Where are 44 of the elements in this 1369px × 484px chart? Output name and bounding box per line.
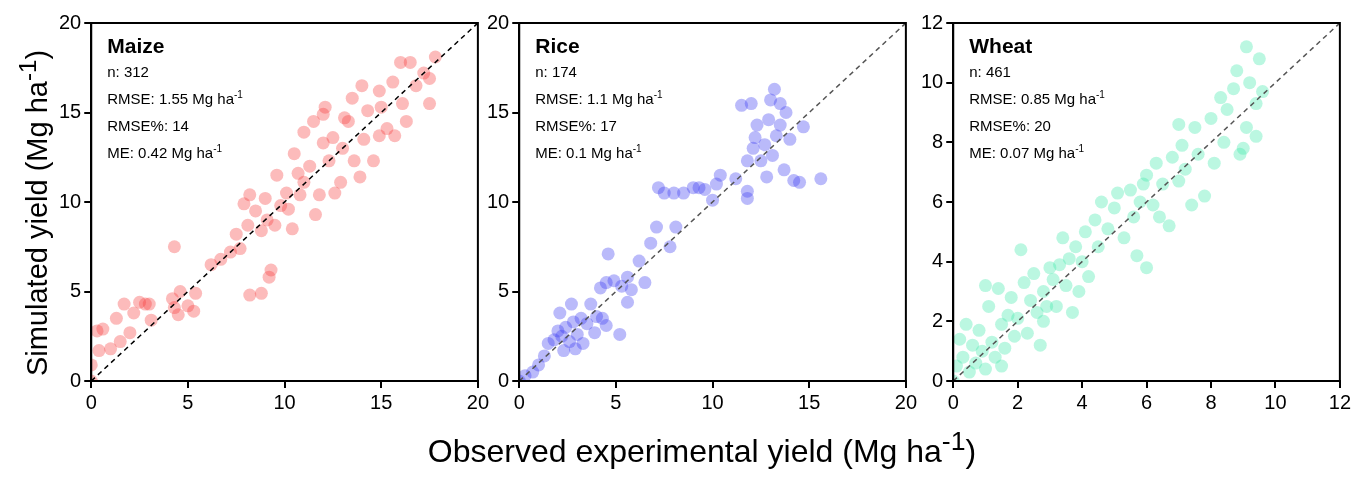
y-tick-label: 12 (921, 10, 944, 33)
x-tick-label: 15 (370, 390, 393, 413)
x-tick-label: 20 (894, 390, 917, 413)
y-tick-label: 5 (498, 279, 510, 302)
y-tick-label: 0 (932, 368, 944, 391)
y-tick-label: 4 (932, 249, 944, 272)
x-tick-label: 12 (1328, 390, 1351, 413)
x-tick-label: 20 (466, 390, 489, 413)
y-tick-label: 10 (59, 189, 82, 212)
y-tick-label: 20 (487, 10, 510, 33)
annotation: n: 461 (969, 63, 1011, 80)
y-tick-label: 20 (59, 10, 82, 33)
x-tick-label: 10 (273, 390, 296, 413)
y-tick-label: 5 (70, 279, 82, 302)
text: Rice (535, 34, 580, 57)
y-tick-label: 0 (498, 368, 510, 391)
text: Maize (107, 34, 165, 57)
y-tick-label: 15 (59, 100, 82, 123)
y-tick-label: 0 (70, 368, 82, 391)
x-tick-label: 0 (947, 390, 959, 413)
annotation: RMSE%: 14 (107, 117, 189, 134)
annotation: RMSE%: 20 (969, 117, 1051, 134)
x-axis-title: Observed experimental yield (Mg ha$^{-1}$) (427, 426, 977, 470)
x-tick-label: 8 (1205, 390, 1217, 413)
annotation: RMSE%: 17 (535, 117, 617, 134)
y-tick-label: 2 (932, 308, 944, 331)
y-tick-label: 10 (921, 70, 944, 93)
x-tick-label: 15 (798, 390, 821, 413)
x-tick-label: 10 (701, 390, 724, 413)
y-tick-label: 15 (487, 100, 510, 123)
annotation: n: 174 (535, 63, 577, 80)
text: Wheat (969, 34, 1033, 57)
y-tick-label: 8 (932, 129, 944, 152)
x-tick-label: 2 (1012, 390, 1024, 413)
x-tick-label: 5 (182, 390, 194, 413)
y-tick-label: 6 (932, 189, 944, 212)
x-tick-label: 4 (1076, 390, 1088, 413)
x-tick-label: 0 (513, 390, 525, 413)
x-tick-label: 6 (1141, 390, 1153, 413)
annotation: n: 312 (107, 63, 149, 80)
y-tick-label: 10 (487, 189, 510, 212)
x-tick-label: 10 (1264, 390, 1287, 413)
x-tick-label: 0 (85, 390, 97, 413)
x-tick-label: 5 (610, 390, 622, 413)
